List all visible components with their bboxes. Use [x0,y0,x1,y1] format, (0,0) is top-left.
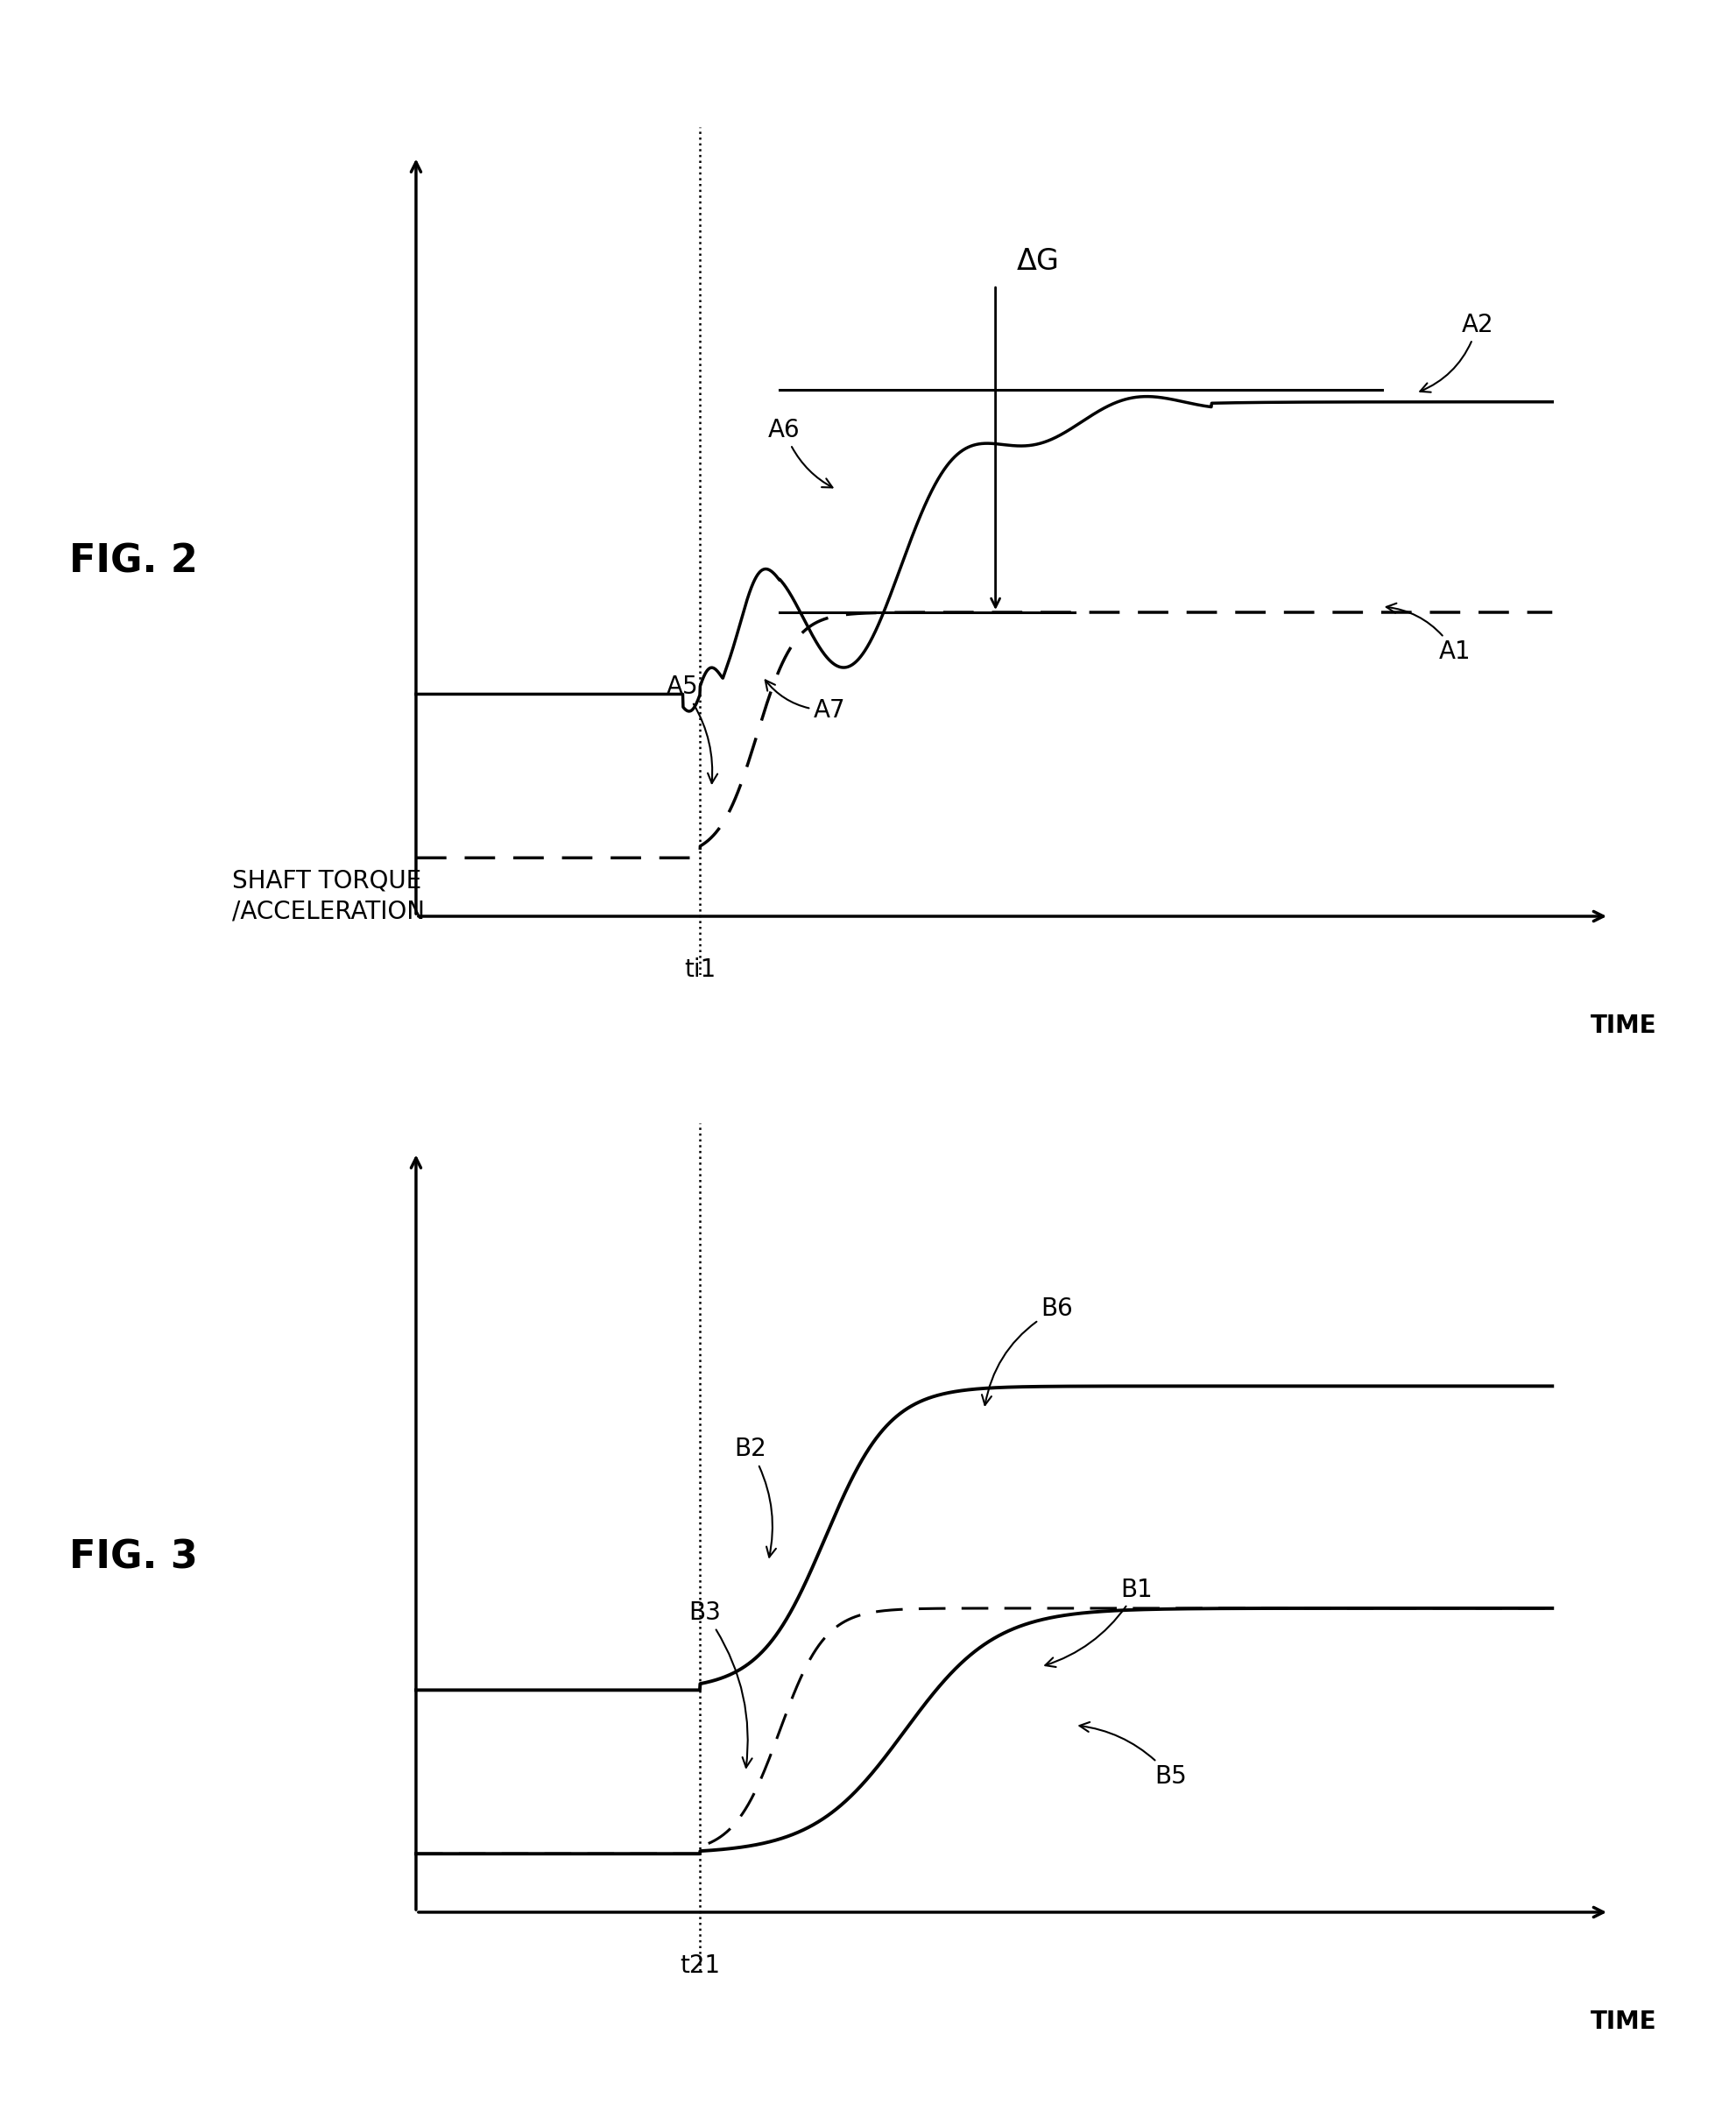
Text: B3: B3 [689,1600,752,1767]
Text: B1: B1 [1045,1577,1153,1668]
Text: A5: A5 [667,674,717,784]
Text: A1: A1 [1387,604,1470,665]
Text: FIG. 3: FIG. 3 [69,1538,198,1577]
Text: FIG. 2: FIG. 2 [69,542,198,581]
Text: t21: t21 [681,1954,720,1977]
Text: A6: A6 [769,417,833,487]
Text: B2: B2 [734,1437,776,1557]
Text: B6: B6 [983,1297,1073,1405]
Text: A7: A7 [766,680,845,723]
Text: $\Delta$G: $\Delta$G [1016,248,1057,275]
Text: B5: B5 [1080,1723,1187,1788]
Text: ti1: ti1 [684,958,715,981]
Text: A2: A2 [1420,311,1493,392]
Text: SHAFT TORQUE
/ACCELERATION: SHAFT TORQUE /ACCELERATION [233,869,425,924]
Text: TIME: TIME [1590,1013,1656,1038]
Text: TIME: TIME [1590,2009,1656,2034]
